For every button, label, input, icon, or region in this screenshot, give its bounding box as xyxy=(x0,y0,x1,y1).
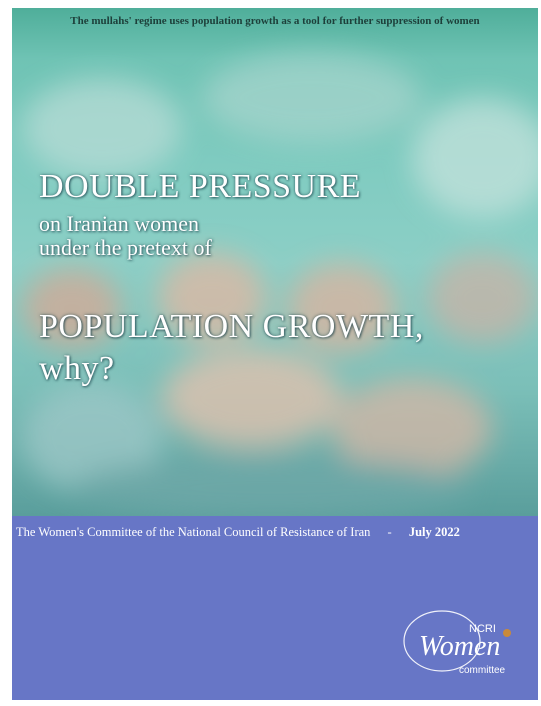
cover: The mullahs' regime uses population grow… xyxy=(0,0,541,706)
logo-name: Women xyxy=(419,631,500,663)
title-line: why? xyxy=(39,350,115,388)
logo-sub: committee xyxy=(459,665,505,676)
date: July 2022 xyxy=(409,525,460,539)
publisher: The Women's Committee of the National Co… xyxy=(16,525,370,539)
footer-line: The Women's Committee of the National Co… xyxy=(12,525,538,540)
cover-photo: The mullahs' regime uses population grow… xyxy=(12,8,538,516)
photo-shapes xyxy=(12,8,538,516)
subtitle-line: under the pretext of xyxy=(39,235,212,261)
subtitle-line: on Iranian women xyxy=(39,211,199,237)
tagline: The mullahs' regime uses population grow… xyxy=(12,15,538,27)
title-line: DOUBLE PRESSURE xyxy=(39,168,361,206)
logo: NCRI Women committee xyxy=(397,601,517,681)
title-line: POPULATION GROWTH, xyxy=(39,308,424,346)
footer-band: The Women's Committee of the National Co… xyxy=(12,516,538,700)
separator: - xyxy=(388,525,392,539)
